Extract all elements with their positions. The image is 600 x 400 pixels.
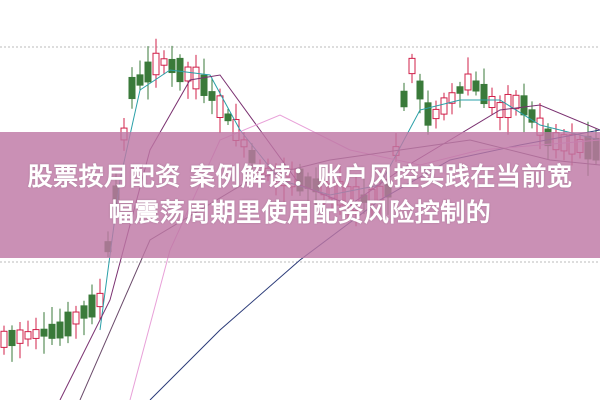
candle-body bbox=[416, 80, 424, 100]
candle-body bbox=[208, 91, 216, 101]
candle-body bbox=[488, 95, 496, 109]
candle-body bbox=[408, 57, 416, 75]
candle-body bbox=[128, 76, 136, 100]
candle-body bbox=[520, 95, 528, 116]
candle-body bbox=[72, 311, 80, 325]
candle-body bbox=[0, 330, 8, 348]
candle-body bbox=[504, 93, 512, 119]
candle-body bbox=[424, 102, 432, 126]
candle-body bbox=[40, 328, 48, 337]
candle-body bbox=[144, 61, 152, 83]
candle-body bbox=[56, 321, 64, 339]
candle-body bbox=[512, 94, 520, 110]
candle-body bbox=[456, 86, 464, 94]
candle-body bbox=[440, 97, 448, 115]
candle-body bbox=[8, 329, 16, 347]
candle-body bbox=[16, 329, 24, 344]
candle-body bbox=[472, 80, 480, 92]
candle-body bbox=[432, 108, 440, 120]
candle-body bbox=[96, 292, 104, 308]
candle-body bbox=[400, 90, 408, 108]
candle-body bbox=[152, 52, 160, 76]
candle-body bbox=[216, 95, 224, 118]
candle-body bbox=[464, 73, 472, 91]
title-line-1: 股票按月配资 案例解读：账户风控实践在当前宽 bbox=[27, 162, 573, 191]
candle-body bbox=[184, 66, 192, 82]
candle-body bbox=[528, 109, 536, 123]
candle-body bbox=[224, 113, 232, 122]
candle-body bbox=[88, 294, 96, 318]
candle-body bbox=[176, 57, 184, 83]
candle-body bbox=[160, 58, 168, 66]
candle-body bbox=[64, 311, 72, 337]
title-banner: 股票按月配资 案例解读：账户风控实践在当前宽 幅震荡周期里使用配资风险控制的 bbox=[0, 132, 600, 258]
candle-body bbox=[32, 329, 40, 339]
candle-body bbox=[136, 74, 144, 86]
candle-body bbox=[48, 323, 56, 339]
candle-body bbox=[448, 92, 456, 104]
title-line-2: 幅震荡周期里使用配资风险控制的 bbox=[108, 198, 492, 227]
candle-body bbox=[480, 83, 488, 105]
candle-body bbox=[200, 74, 208, 96]
candle-body bbox=[80, 305, 88, 319]
candle-body bbox=[192, 66, 200, 90]
candle-body bbox=[168, 58, 176, 74]
candle-body bbox=[24, 331, 32, 340]
